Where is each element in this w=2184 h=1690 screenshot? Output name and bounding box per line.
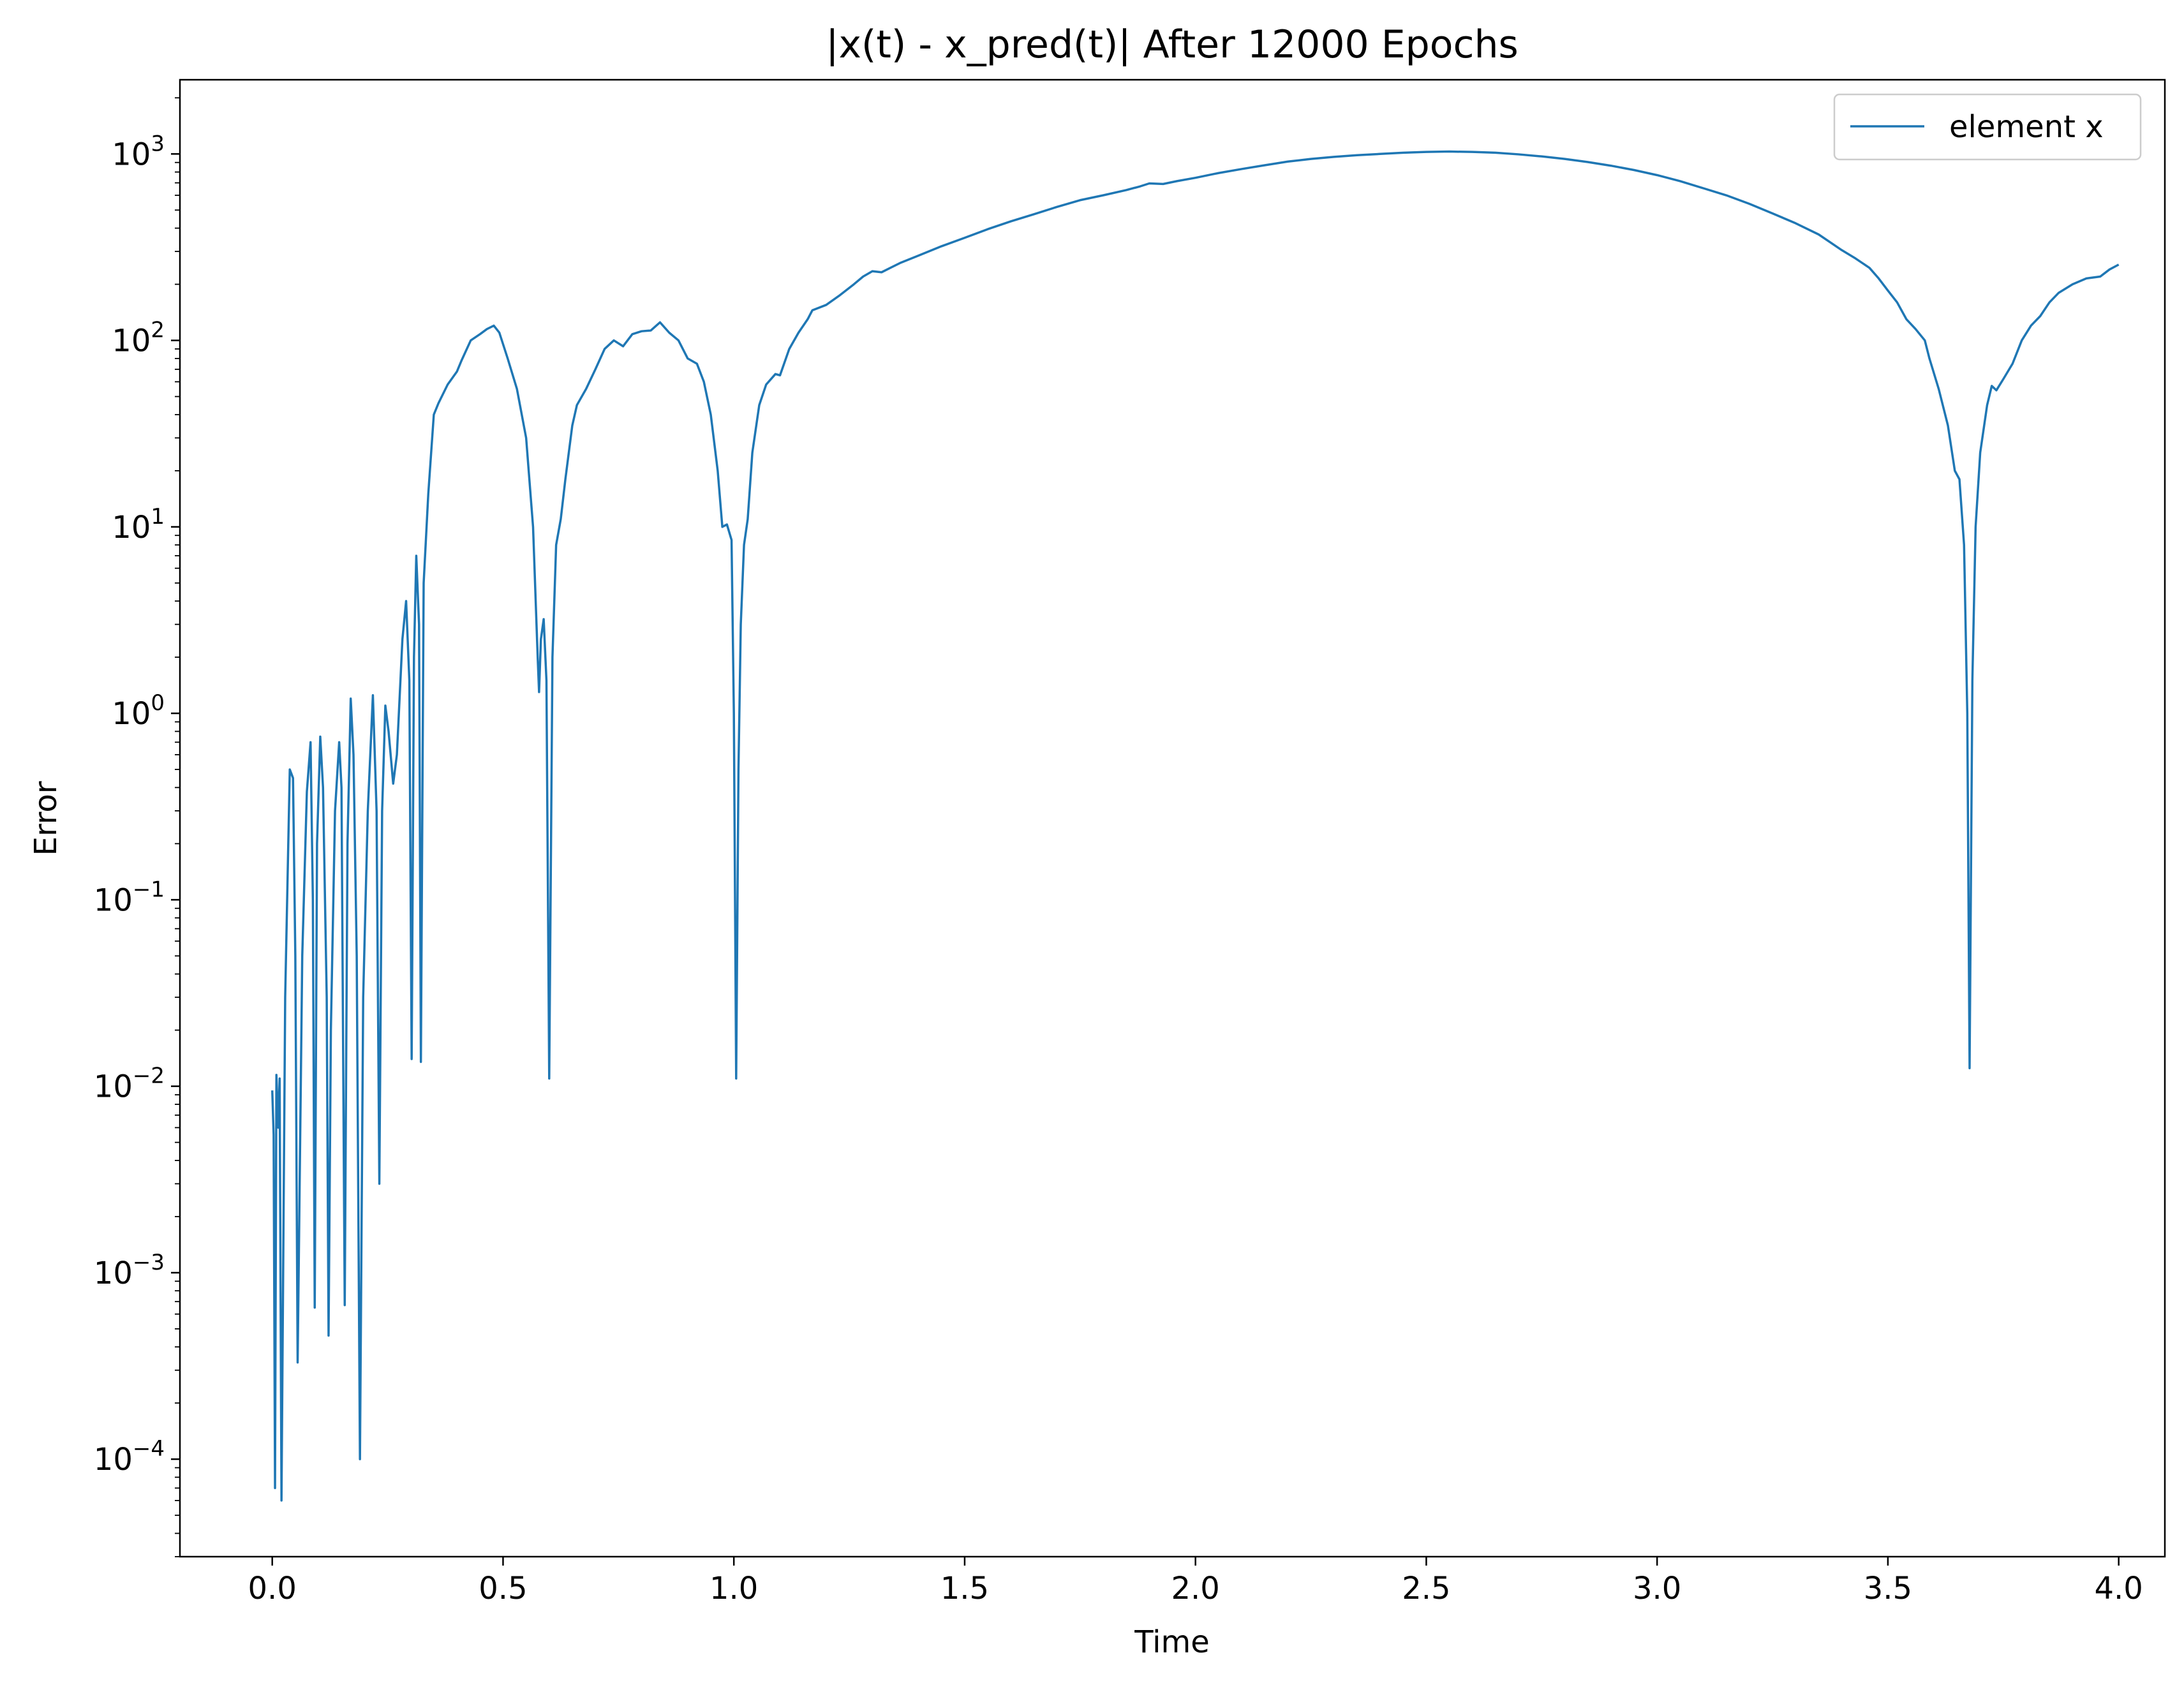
y-tick-label: 10−3: [94, 1250, 165, 1291]
x-tick-label: 3.5: [1864, 1571, 1912, 1606]
x-axis-ticks: 0.0 0.5 1.0 1.5 2.0 2.5 3.0 3.5 4.0: [248, 1557, 2143, 1606]
y-tick-label: 100: [112, 690, 165, 732]
legend-box: [1833, 93, 2142, 161]
x-axis-label: Time: [1134, 1624, 1209, 1660]
plot-frame: [179, 78, 2166, 1558]
x-tick-label: 2.5: [1402, 1571, 1450, 1606]
y-tick-label: 10−2: [94, 1064, 165, 1105]
series-line-element-x: [271, 150, 2120, 1502]
x-tick-label: 3.0: [1633, 1571, 1681, 1606]
x-tick-label: 2.0: [1171, 1571, 1220, 1606]
x-tick-label: 0.5: [479, 1571, 527, 1606]
y-tick-label: 10−4: [94, 1436, 165, 1478]
x-tick-label: 4.0: [2094, 1571, 2143, 1606]
y-axis-label: Error: [28, 781, 64, 856]
x-tick-label: 0.0: [248, 1571, 297, 1606]
x-tick-label: 1.0: [709, 1571, 758, 1606]
y-axis-ticks: 10−4 10−3 10−2 10−1 100 101 102 103: [94, 97, 180, 1557]
x-tick-label: 1.5: [940, 1571, 989, 1606]
y-tick-label: 10−1: [94, 877, 165, 918]
plot-area: [180, 80, 2165, 1557]
y-tick-label: 102: [112, 318, 165, 359]
chart-title: |x(t) - x_pred(t)| After 12000 Epochs: [826, 22, 1519, 67]
y-tick-label: 103: [112, 131, 165, 172]
y-tick-label: 101: [112, 504, 165, 545]
legend: element x: [1833, 93, 2142, 161]
legend-label: element x: [1949, 109, 2104, 145]
